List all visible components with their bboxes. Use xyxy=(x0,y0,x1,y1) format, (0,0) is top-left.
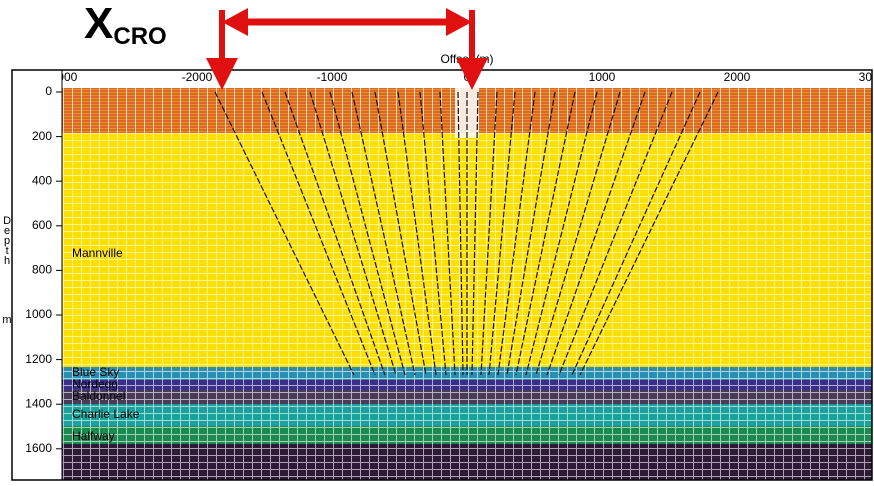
ray-paths xyxy=(214,91,719,376)
x-tick-label: 2000 xyxy=(724,70,751,84)
y-tick-label: 1600 xyxy=(25,441,52,455)
x-tick-label: 3000 xyxy=(859,70,874,84)
y-tick-label: 1400 xyxy=(25,396,52,410)
y-tick-label: 600 xyxy=(32,218,52,232)
title: XCRO xyxy=(84,0,167,50)
y-tick-label: 0 xyxy=(45,84,52,98)
layer-label: Halfway xyxy=(72,429,115,443)
arrows xyxy=(206,8,488,90)
y-tick-label: 200 xyxy=(32,129,52,143)
layer-label: Mannville xyxy=(72,246,123,260)
x-tick-label: -1000 xyxy=(317,70,348,84)
x-tick-label: -2000 xyxy=(182,70,213,84)
layer-label: Charlie Lake xyxy=(72,407,140,421)
y-tick-label: 1000 xyxy=(25,307,52,321)
x-tick-label: -3000 xyxy=(47,70,78,84)
x-ticks: -3000-2000-10000100020003000 xyxy=(47,70,874,84)
x-tick-label: 1000 xyxy=(589,70,616,84)
y-tick-label: 1200 xyxy=(25,352,52,366)
frame xyxy=(11,69,873,481)
y-ticks: 0 200 400 600 800 1000 1200 1400 1600 xyxy=(25,84,62,455)
layer-label: Blue Sky xyxy=(72,365,119,379)
y-tick-label: 800 xyxy=(32,263,52,277)
y-tick-label: 400 xyxy=(32,173,52,187)
y-axis-label: Depth xyxy=(1,215,13,265)
layer-label: Nordegg xyxy=(72,377,118,391)
title-main: X xyxy=(84,0,113,48)
title-subscript: CRO xyxy=(113,23,166,50)
y-axis-unit: m xyxy=(2,314,11,326)
layer-label: Baldonnel xyxy=(72,389,125,403)
